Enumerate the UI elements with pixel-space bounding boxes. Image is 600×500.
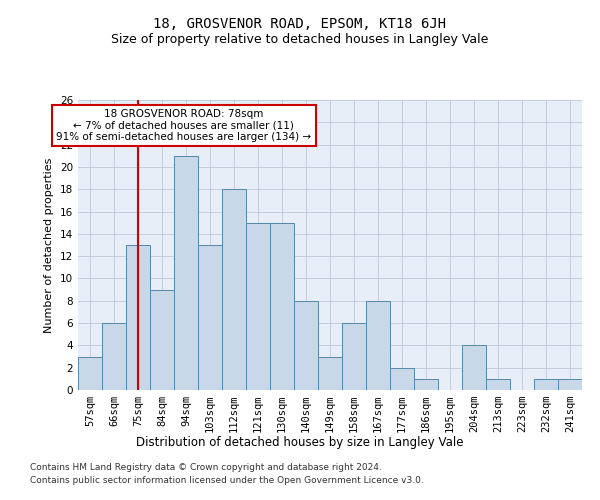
Bar: [102, 323, 126, 390]
Bar: [78, 356, 102, 390]
Text: Distribution of detached houses by size in Langley Vale: Distribution of detached houses by size …: [136, 436, 464, 449]
Bar: [534, 379, 558, 390]
Text: Contains public sector information licensed under the Open Government Licence v3: Contains public sector information licen…: [30, 476, 424, 485]
Bar: [318, 356, 342, 390]
Bar: [414, 379, 438, 390]
Bar: [558, 379, 582, 390]
Bar: [342, 323, 366, 390]
Bar: [294, 301, 318, 390]
Bar: [270, 222, 294, 390]
Y-axis label: Number of detached properties: Number of detached properties: [44, 158, 55, 332]
Bar: [390, 368, 414, 390]
Bar: [486, 379, 510, 390]
Bar: [222, 189, 246, 390]
Bar: [462, 346, 486, 390]
Text: Contains HM Land Registry data © Crown copyright and database right 2024.: Contains HM Land Registry data © Crown c…: [30, 464, 382, 472]
Text: 18 GROSVENOR ROAD: 78sqm
← 7% of detached houses are smaller (11)
91% of semi-de: 18 GROSVENOR ROAD: 78sqm ← 7% of detache…: [56, 108, 311, 142]
Bar: [246, 222, 270, 390]
Bar: [198, 245, 222, 390]
Bar: [150, 290, 174, 390]
Text: 18, GROSVENOR ROAD, EPSOM, KT18 6JH: 18, GROSVENOR ROAD, EPSOM, KT18 6JH: [154, 18, 446, 32]
Bar: [126, 245, 150, 390]
Text: Size of property relative to detached houses in Langley Vale: Size of property relative to detached ho…: [112, 32, 488, 46]
Bar: [174, 156, 198, 390]
Bar: [366, 301, 390, 390]
